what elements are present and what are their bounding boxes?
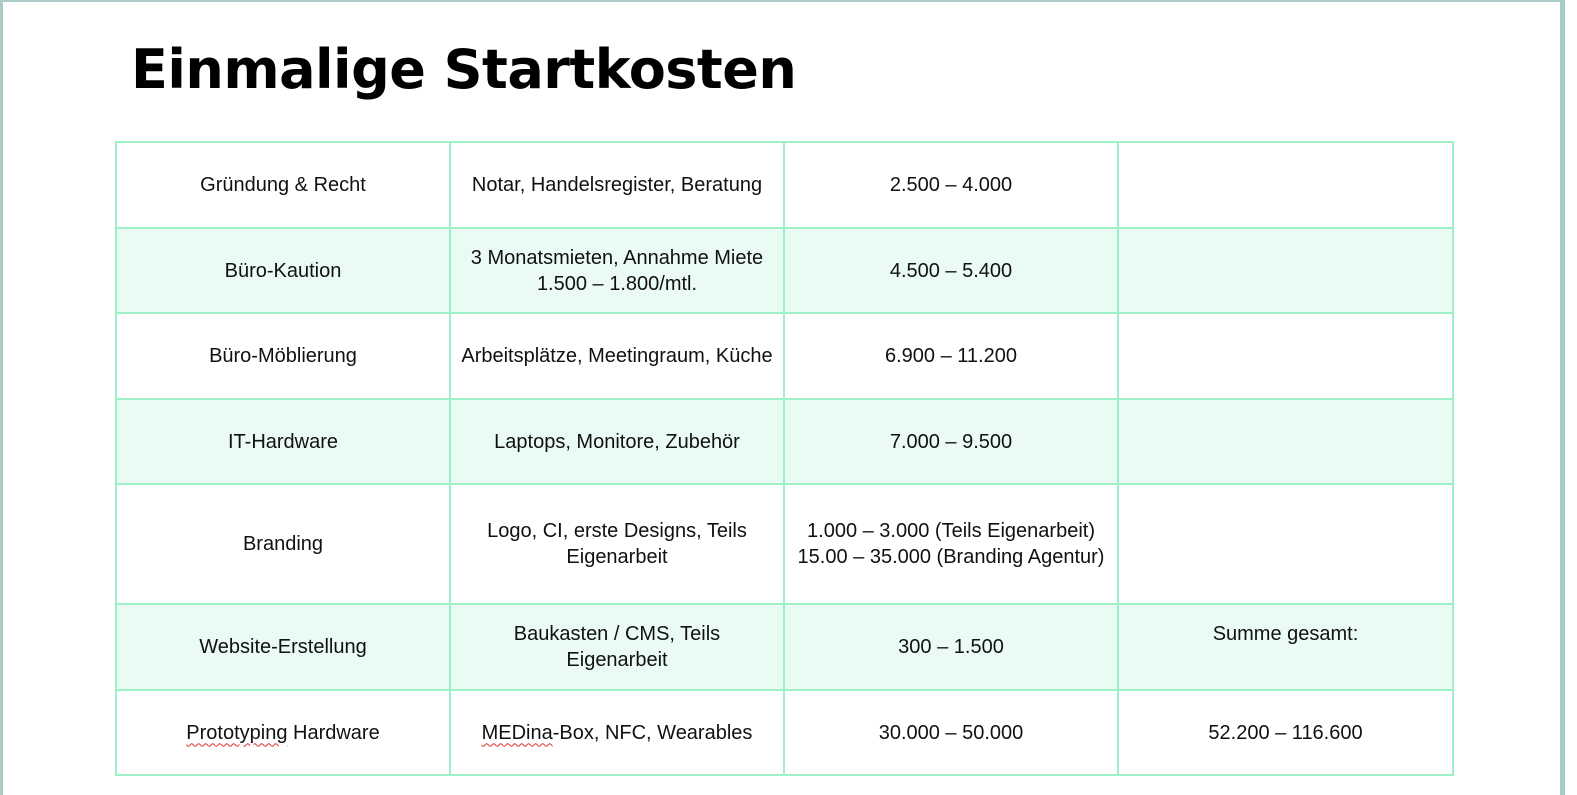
cell-cost[interactable]: 30.000 – 50.000 — [783, 689, 1119, 776]
cell-cost[interactable]: 6.900 – 11.200 — [783, 312, 1119, 400]
table-row: IT-Hardware Laptops, Monitore, Zubehör 7… — [115, 398, 1454, 485]
cell-cost[interactable]: 4.500 – 5.400 — [783, 227, 1119, 314]
cell-item[interactable]: Büro-Möblierung — [115, 312, 451, 400]
cell-cost[interactable]: 2.500 – 4.000 — [783, 141, 1119, 229]
cell-extra[interactable] — [1117, 312, 1454, 400]
spellcheck-word[interactable]: Prototyping — [186, 721, 288, 744]
cell-extra[interactable] — [1117, 141, 1454, 229]
cell-desc[interactable]: Notar, Handelsregister, Beratung — [449, 141, 785, 229]
cell-item[interactable]: IT-Hardware — [115, 398, 451, 485]
cell-desc[interactable]: Laptops, Monitore, Zubehör — [449, 398, 785, 485]
cost-line: 1.000 – 3.000 (Teils Eigenarbeit) — [807, 520, 1095, 542]
cell-desc[interactable]: MEDina-Box, NFC, Wearables — [449, 689, 785, 776]
cell-total-value[interactable]: 52.200 – 116.600 — [1117, 689, 1454, 776]
cell-item[interactable]: Website-Erstellung — [115, 603, 451, 691]
table-row: Büro-Möblierung Arbeitsplätze, Meetingra… — [115, 312, 1454, 400]
cell-desc[interactable]: Arbeitsplätze, Meetingraum, Küche — [449, 312, 785, 400]
cost-line: 15.00 – 35.000 (Branding Agentur) — [797, 546, 1105, 568]
cost-table[interactable]: Gründung & Recht Notar, Handelsregister,… — [115, 141, 1454, 776]
cell-cost[interactable]: 300 – 1.500 — [783, 603, 1119, 691]
cell-extra[interactable] — [1117, 227, 1454, 314]
cell-item[interactable]: Büro-Kaution — [115, 227, 451, 314]
table-row: Büro-Kaution 3 Monatsmieten, Annahme Mie… — [115, 227, 1454, 314]
cell-text: Hardware — [287, 721, 380, 744]
cell-extra[interactable] — [1117, 483, 1454, 605]
cell-desc[interactable]: 3 Monatsmieten, Annahme Miete 1.500 – 1.… — [449, 227, 785, 314]
cell-total-label[interactable]: Summe gesamt: — [1117, 603, 1454, 691]
cell-extra[interactable] — [1117, 398, 1454, 485]
cell-item[interactable]: Branding — [115, 483, 451, 605]
table-row: Website-Erstellung Baukasten / CMS, Teil… — [115, 603, 1454, 691]
table-row: Prototyping Hardware MEDina-Box, NFC, We… — [115, 689, 1454, 776]
table-row: Gründung & Recht Notar, Handelsregister,… — [115, 141, 1454, 229]
cell-item[interactable]: Gründung & Recht — [115, 141, 451, 229]
cell-text: -Box, NFC, Wearables — [552, 721, 753, 744]
cell-desc[interactable]: Baukasten / CMS, Teils Eigenarbeit — [449, 603, 785, 691]
cell-item[interactable]: Prototyping Hardware — [115, 689, 451, 776]
spellcheck-word[interactable]: MEDina — [481, 721, 553, 744]
cell-cost[interactable]: 1.000 – 3.000 (Teils Eigenarbeit) 15.00 … — [783, 483, 1119, 605]
cell-desc[interactable]: Logo, CI, erste Designs, Teils Eigenarbe… — [449, 483, 785, 605]
table-row: Branding Logo, CI, erste Designs, Teils … — [115, 483, 1454, 605]
slide-title[interactable]: Einmalige Startkosten — [131, 38, 797, 101]
cell-cost[interactable]: 7.000 – 9.500 — [783, 398, 1119, 485]
